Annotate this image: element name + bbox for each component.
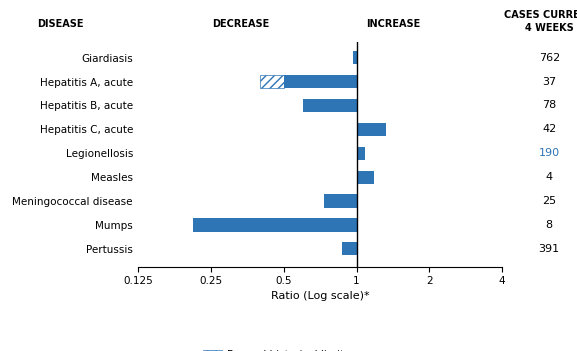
Text: 78: 78 — [542, 100, 556, 111]
Text: 42: 42 — [542, 124, 556, 134]
Text: 25: 25 — [542, 196, 556, 206]
Bar — [342, 242, 357, 256]
Bar — [260, 75, 284, 88]
Text: 4: 4 — [546, 172, 553, 182]
Text: INCREASE: INCREASE — [366, 19, 420, 29]
Bar — [284, 75, 357, 88]
Text: 37: 37 — [542, 77, 556, 87]
Text: 8: 8 — [546, 220, 553, 230]
X-axis label: Ratio (Log scale)*: Ratio (Log scale)* — [271, 291, 369, 301]
Bar — [193, 218, 357, 232]
Text: 190: 190 — [539, 148, 560, 158]
Bar — [353, 51, 357, 64]
Text: CASES CURRENT: CASES CURRENT — [504, 10, 577, 20]
Text: DISEASE: DISEASE — [37, 19, 83, 29]
Text: 762: 762 — [538, 53, 560, 63]
Bar — [357, 123, 385, 136]
Bar — [324, 194, 357, 207]
Text: 391: 391 — [539, 244, 560, 254]
Legend: Beyond historical limits: Beyond historical limits — [203, 350, 350, 351]
Bar — [357, 171, 374, 184]
Text: 4 WEEKS: 4 WEEKS — [525, 23, 574, 33]
Text: DECREASE: DECREASE — [212, 19, 269, 29]
Bar — [303, 99, 357, 112]
Bar — [357, 147, 365, 160]
